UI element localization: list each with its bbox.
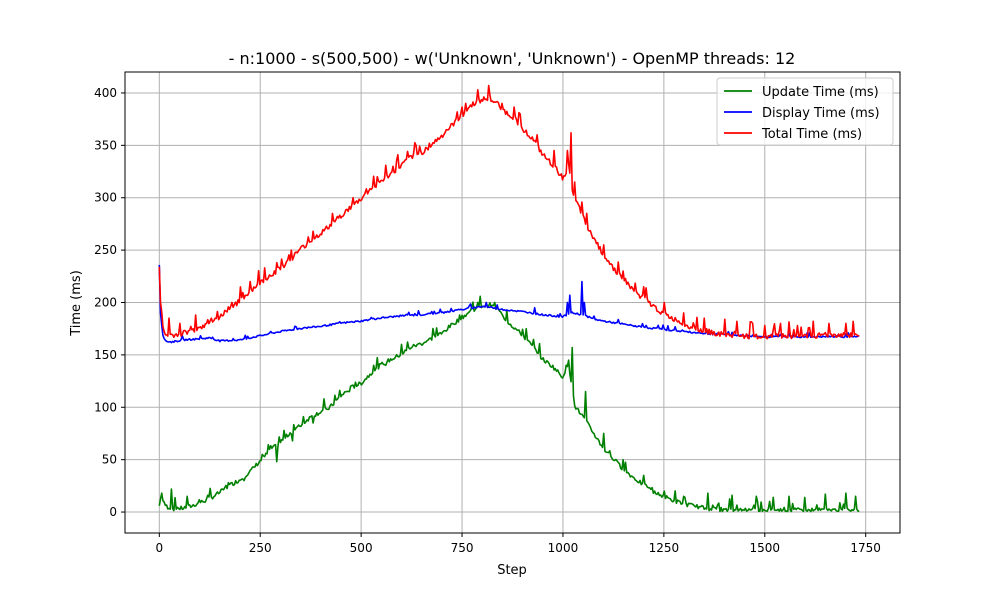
- x-tick-label: 1250: [649, 541, 680, 555]
- legend-label: Update Time (ms): [762, 85, 879, 100]
- y-tick-label: 200: [94, 296, 117, 310]
- legend-label: Display Time (ms): [762, 106, 880, 121]
- y-axis-label: Time (ms): [69, 270, 84, 337]
- y-tick-label: 350: [94, 138, 117, 152]
- chart-title: - n:1000 - s(500,500) - w('Unknown', 'Un…: [229, 49, 796, 68]
- x-tick-label: 250: [249, 541, 272, 555]
- legend-box: [716, 77, 894, 146]
- y-tick-label: 400: [94, 86, 117, 100]
- plot-lines: [158, 84, 860, 513]
- x-axis-ticks: 0 250 500 750 1000 1250 1500 1750: [155, 533, 881, 555]
- y-axis-ticks: 0 50 100 150 200 250 300 350 400: [94, 86, 125, 519]
- x-tick-label: 0: [155, 541, 163, 555]
- y-tick-label: 50: [102, 453, 117, 467]
- y-tick-label: 250: [94, 243, 117, 257]
- grid: [125, 72, 900, 533]
- series-line-2: [158, 84, 860, 340]
- series-line-0: [158, 295, 860, 513]
- x-tick-label: 750: [451, 541, 474, 555]
- y-tick-label: 100: [94, 400, 117, 414]
- x-axis-label: Step: [497, 563, 527, 578]
- x-tick-label: 1750: [850, 541, 881, 555]
- x-tick-label: 1000: [548, 541, 579, 555]
- y-tick-label: 150: [94, 348, 117, 362]
- y-tick-label: 0: [109, 505, 117, 519]
- legend: Update Time (ms) Display Time (ms) Total T…: [716, 77, 894, 146]
- x-tick-label: 1500: [750, 541, 781, 555]
- x-tick-label: 500: [350, 541, 373, 555]
- legend-label: Total Time (ms): [761, 127, 862, 142]
- y-tick-label: 300: [94, 191, 117, 205]
